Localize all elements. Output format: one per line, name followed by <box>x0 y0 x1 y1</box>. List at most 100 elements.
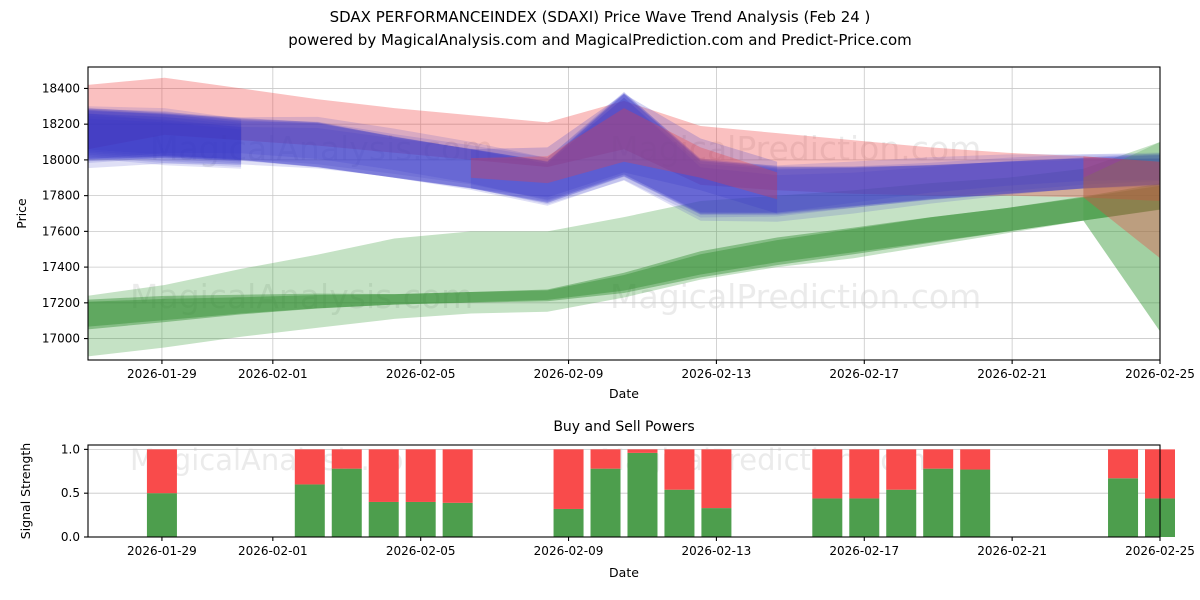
buy-power-bar[interactable] <box>849 498 880 537</box>
y-axis-label-2: Signal Strength <box>18 443 33 539</box>
watermark-group: MagicalAnalysis.com MagicalPrediction.com… <box>130 129 981 316</box>
x-tick-label-2: 2026-02-05 <box>386 544 456 558</box>
bar-stack[interactable] <box>923 449 954 537</box>
x-tick-label: 2026-02-09 <box>534 367 604 381</box>
x-tick-label-2: 2026-02-17 <box>829 544 899 558</box>
x-tick-label: 2026-02-01 <box>238 367 308 381</box>
bar-stack[interactable] <box>960 449 991 537</box>
buy-power-bar[interactable] <box>960 469 991 537</box>
sell-power-bar[interactable] <box>886 449 917 490</box>
sell-power-bar[interactable] <box>1108 449 1139 479</box>
x-tick-label: 2026-02-17 <box>829 367 899 381</box>
buy-power-bar[interactable] <box>701 508 732 537</box>
left-overlap <box>88 106 242 169</box>
axes-frame: 17000 17200 17400 17600 17800 18000 18200 18400… <box>14 66 1195 401</box>
y-tick-label: 18200 <box>42 117 80 131</box>
y-tick-label: 17600 <box>42 224 80 238</box>
sell-power-bar[interactable] <box>405 449 436 502</box>
watermark-left: MagicalAnalysis.com <box>150 129 493 168</box>
band-green-band <box>88 142 1160 357</box>
y-tick-label: 18000 <box>42 153 80 167</box>
watermark-right: MagicalPrediction.com <box>610 129 981 168</box>
sell-power-bar[interactable] <box>627 449 658 453</box>
buy-power-bar[interactable] <box>146 493 177 537</box>
x-tick-label-2: 2026-02-25 <box>1125 544 1195 558</box>
buy-power-bar[interactable] <box>664 489 695 537</box>
y-tick-label-2: 1.0 <box>61 442 80 456</box>
buy-power-bar[interactable] <box>553 508 584 537</box>
y-tick-label-2: 0.5 <box>61 486 80 500</box>
x-tick-label: 2026-02-21 <box>977 367 1047 381</box>
gridlines <box>88 67 1161 360</box>
bar-group <box>146 449 1175 537</box>
sell-power-bar[interactable] <box>664 449 695 490</box>
watermark-right-2: MagicalPrediction.com <box>610 277 981 316</box>
buy-power-bar[interactable] <box>331 468 362 537</box>
y-tick-label-2: 0.0 <box>61 530 80 544</box>
band-green-center <box>88 183 1160 330</box>
page-title: SDAX PERFORMANCEINDEX (SDAXI) Price Wave… <box>330 8 871 26</box>
buy-power-bar[interactable] <box>405 501 436 537</box>
sell-power-bar[interactable] <box>812 449 843 499</box>
sell-power-bar[interactable] <box>701 449 732 509</box>
sell-power-bar[interactable] <box>960 449 991 470</box>
y-tick-label: 17000 <box>42 332 80 346</box>
sell-power-bar[interactable] <box>442 449 473 503</box>
x-tick-label-2: 2026-01-29 <box>127 544 197 558</box>
band-blue-band <box>88 91 1160 222</box>
buy-power-bar[interactable] <box>294 484 325 537</box>
sell-power-bar[interactable] <box>923 449 954 469</box>
axes-frame-2: 0.0 0.5 1.0 2026-01-29 2026-02-01 2026-02-05 2… <box>18 419 1195 580</box>
buy-power-bar[interactable] <box>627 452 658 537</box>
bar-stack[interactable] <box>812 449 843 537</box>
buy-power-bar[interactable] <box>368 501 399 537</box>
bar-stack[interactable] <box>146 449 177 537</box>
sell-power-bar[interactable] <box>294 449 325 485</box>
buy-power-bar[interactable] <box>1108 478 1139 537</box>
sell-power-bar[interactable] <box>590 449 621 469</box>
x-tick-label-2: 2026-02-09 <box>534 544 604 558</box>
subplot-title: Buy and Sell Powers <box>553 419 694 435</box>
y-tick-label: 17800 <box>42 189 80 203</box>
y-tick-label: 17200 <box>42 296 80 310</box>
sell-power-bar[interactable] <box>146 449 177 494</box>
buy-power-bar[interactable] <box>590 468 621 537</box>
bar-stack[interactable] <box>405 449 436 537</box>
page-subtitle: powered by MagicalAnalysis.com and Magic… <box>288 31 912 49</box>
x-axis-label: Date <box>609 386 639 401</box>
right-tail <box>1083 142 1160 332</box>
bar-stack[interactable] <box>553 449 584 537</box>
band-red-band <box>88 77 1160 201</box>
bar-stack[interactable] <box>1108 449 1139 537</box>
buy-power-bar[interactable] <box>886 489 917 537</box>
price-wave-chart: MagicalAnalysis.com MagicalPrediction.com… <box>14 66 1195 401</box>
x-tick-label: 2026-02-25 <box>1125 367 1195 381</box>
buy-power-bar[interactable] <box>442 502 473 537</box>
buy-power-bar[interactable] <box>923 468 954 537</box>
x-axis-label-2: Date <box>609 565 639 580</box>
sell-power-bar[interactable] <box>849 449 880 499</box>
bar-stack[interactable] <box>368 449 399 537</box>
buy-sell-powers-chart: MagicalAnalysis.com MagicalPrediction.com… <box>18 419 1195 580</box>
watermark-left-2: MagicalAnalysis.com <box>130 277 473 316</box>
bar-stack[interactable] <box>331 449 362 537</box>
buy-power-bar[interactable] <box>812 498 843 537</box>
bar-stack[interactable] <box>664 449 695 537</box>
sell-power-bar[interactable] <box>368 449 399 502</box>
x-tick-label-2: 2026-02-01 <box>238 544 308 558</box>
bar-stack[interactable] <box>590 449 621 537</box>
wave-bands <box>88 77 1160 357</box>
bar-stack[interactable] <box>294 449 325 537</box>
bar-stack[interactable] <box>627 449 658 537</box>
peak-overlay <box>470 93 778 214</box>
bar-stack[interactable] <box>886 449 917 537</box>
sell-power-bar[interactable] <box>553 449 584 509</box>
sell-power-bar[interactable] <box>331 449 362 469</box>
bar-stack[interactable] <box>701 449 732 537</box>
bar-stack[interactable] <box>442 449 473 537</box>
x-tick-label-2: 2026-02-13 <box>682 544 752 558</box>
x-tick-label-2: 2026-02-21 <box>977 544 1047 558</box>
x-tick-label: 2026-02-05 <box>386 367 456 381</box>
bar-stack[interactable] <box>849 449 880 537</box>
